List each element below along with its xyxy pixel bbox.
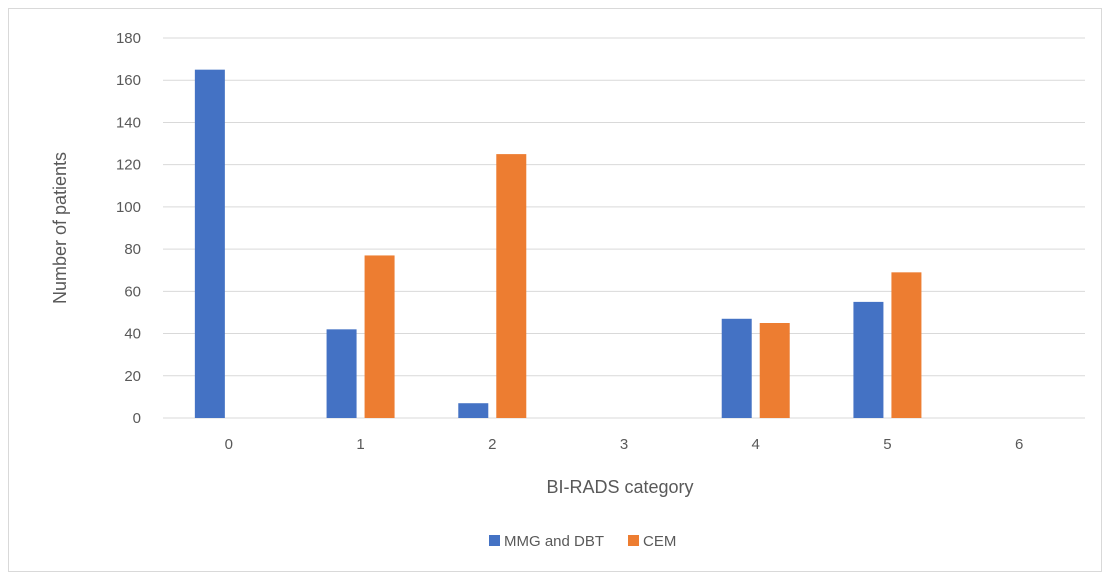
x-axis-title: BI-RADS category [546,477,693,497]
y-tick-label: 140 [116,114,141,131]
bar-cem-2 [496,154,527,418]
y-tick-label: 160 [116,72,141,89]
x-tick-label: 3 [620,436,628,453]
gridlines [163,37,1085,419]
y-tick-label: 120 [116,157,141,174]
legend-label: MMG and DBT [504,533,604,550]
y-axis-title: Number of patients [50,152,70,304]
bar-mmg-dbt-5 [853,301,884,418]
x-tick-label: 5 [883,436,891,453]
y-tick-label: 180 [116,30,141,47]
bar-cem-1 [364,255,395,418]
y-tick-label: 100 [116,199,141,216]
y-tick-label: 20 [124,368,141,385]
y-tick-label: 60 [124,283,141,300]
bar-cem-4 [759,323,790,418]
y-tick-label: 80 [124,241,141,258]
legend: MMG and DBT CEM [489,533,676,550]
x-tick-label: 2 [488,436,496,453]
bar-mmg-dbt-1 [326,329,357,418]
x-tick-label: 1 [356,436,364,453]
bar-mmg-dbt-2 [458,403,489,418]
x-tick-label: 0 [225,436,233,453]
legend-label: CEM [643,533,676,550]
bar-mmg-dbt-0 [194,69,225,419]
bars [194,69,922,419]
bar-cem-5 [891,272,922,418]
legend-swatch [628,535,639,546]
y-axis-ticks: 0 20 40 60 80 100 120 140 160 180 [116,30,141,427]
x-axis-ticks: 0 1 2 3 4 5 6 [225,436,1024,453]
y-tick-label: 40 [124,326,141,343]
bar-mmg-dbt-4 [721,318,752,418]
x-tick-label: 6 [1015,436,1023,453]
x-tick-label: 4 [752,436,760,453]
legend-swatch [489,535,500,546]
y-tick-label: 0 [133,410,141,427]
